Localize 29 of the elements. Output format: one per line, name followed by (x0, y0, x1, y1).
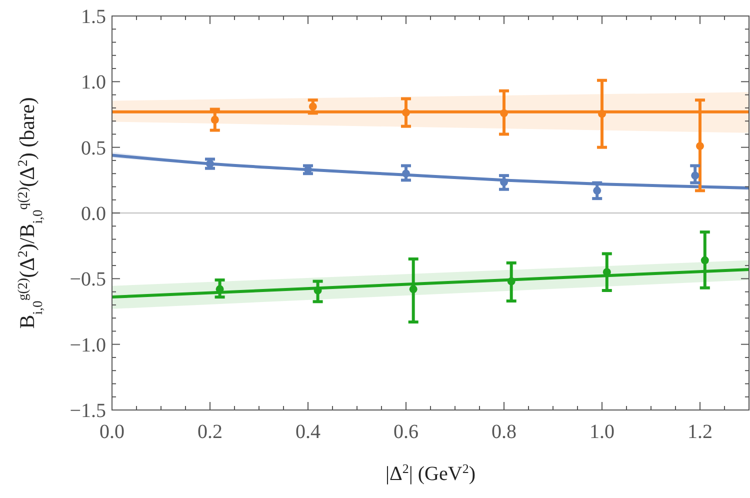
point (500, 178, 508, 186)
y-tick-label: −1.5 (70, 400, 106, 422)
point (210, 116, 219, 124)
point (700, 256, 709, 264)
x-axis-title: |Δ$^{2}$| (GeV$^{2}$) (386, 460, 476, 485)
point (402, 170, 410, 178)
y-tick-label: −0.5 (70, 268, 106, 291)
point (593, 186, 602, 195)
x-tick-label: 0.4 (296, 421, 320, 443)
x-tick-label: 0.2 (198, 421, 222, 443)
y-tick-label: −1.0 (70, 334, 106, 356)
point (314, 286, 322, 294)
y-tick-label: 0.0 (81, 203, 106, 225)
point (409, 285, 418, 294)
point (691, 172, 700, 180)
point (507, 277, 516, 286)
y-tick-label: 0.5 (81, 137, 106, 160)
point (500, 109, 508, 118)
point (696, 142, 704, 150)
y-tick-label: 1.0 (81, 72, 106, 94)
x-tick-label: 1.0 (590, 421, 614, 443)
x-tick-label: 1.2 (688, 421, 712, 443)
x-tick-label: 0.0 (100, 421, 124, 443)
point (402, 108, 410, 117)
point (308, 102, 317, 111)
x-tick-label: 0.8 (492, 421, 516, 443)
y-tick-label: 1.5 (81, 6, 106, 28)
point (598, 110, 606, 118)
x-tick-label: 0.6 (394, 421, 418, 443)
